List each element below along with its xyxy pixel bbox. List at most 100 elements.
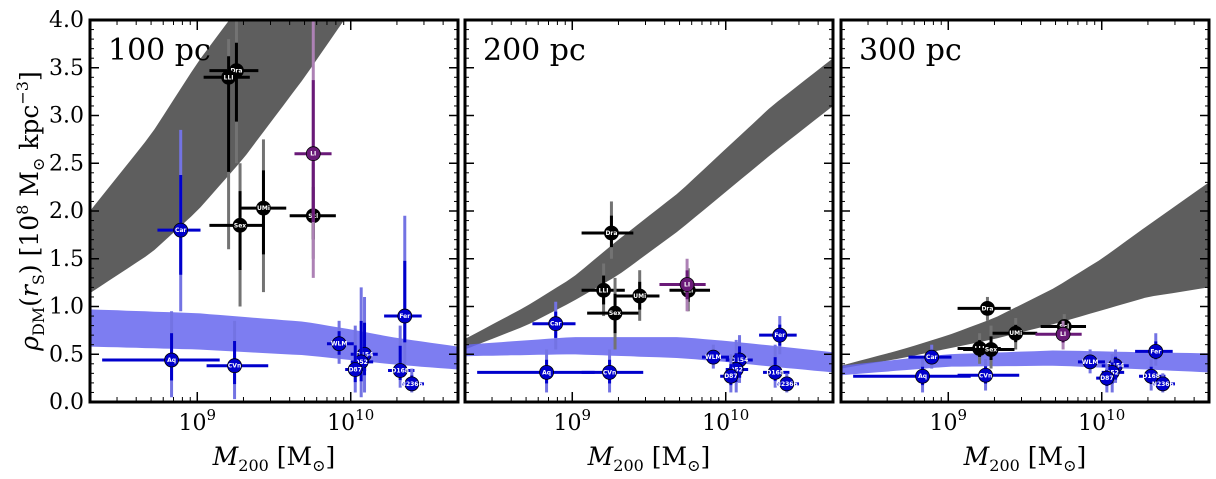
point-n2366: N2366 xyxy=(1152,373,1175,393)
point-li-marker xyxy=(679,277,695,292)
point-umi-marker xyxy=(632,288,648,304)
point-n2366-label: N2366 xyxy=(776,381,798,388)
point-car-label: Car xyxy=(175,227,186,234)
point-wlm-label: WLM xyxy=(1082,359,1098,366)
point-sex-label: Sex xyxy=(234,222,246,229)
x-axis-label: M200 [M⊙] xyxy=(212,442,336,475)
y-tick-label: 1.5 xyxy=(49,247,84,272)
point-d168-label: D168 xyxy=(391,367,409,374)
point-lli-label: LLI xyxy=(224,74,234,81)
point-car-marker xyxy=(173,222,189,238)
point-dra-label: Dra xyxy=(981,305,993,312)
point-d168-label: D168 xyxy=(1142,373,1160,380)
point-n2366-marker xyxy=(404,376,420,392)
y-tick-label: 3.0 xyxy=(49,104,84,129)
point-aq-label: Aq xyxy=(542,369,551,376)
point-d154-label: D154 xyxy=(356,351,374,358)
point-lli: LLI xyxy=(203,39,250,250)
point-dra-marker xyxy=(604,225,619,241)
point-n2366: N2366 xyxy=(401,368,424,393)
point-li-label: LI xyxy=(684,282,690,289)
point-wlm: WLM xyxy=(326,320,354,364)
point-cvn-label: CVn xyxy=(228,363,241,370)
y-tick-label: 1.0 xyxy=(49,295,84,320)
point-d87-marker xyxy=(1099,370,1115,386)
point-car-marker xyxy=(548,316,564,332)
point-wlm-marker xyxy=(1082,354,1098,370)
point-dra-label: Dra xyxy=(605,230,617,237)
point-li-label: LI xyxy=(1060,331,1066,338)
point-d168-label: D168 xyxy=(766,369,784,376)
point-d168-marker xyxy=(392,363,408,378)
point-aq-label: Aq xyxy=(918,373,927,380)
point-lli-label: LLI xyxy=(599,287,609,294)
point-dra-label: Dra xyxy=(230,68,242,75)
point-d52-label: D52 xyxy=(355,359,368,366)
point-dra-marker xyxy=(980,301,995,316)
point-fer-label: Fer xyxy=(774,332,785,339)
point-li: LI xyxy=(294,20,332,278)
y-tick-label: 3.5 xyxy=(49,56,84,81)
plot-area: DraLLIUMiSexSclLICarAqCVnWLMD154D52D87Fe… xyxy=(90,20,458,400)
plot-area: DraLLIUMiSexSclLICarAqCVnWLMD154D52D87Fe… xyxy=(465,58,833,393)
point-dra: Dra xyxy=(957,296,1011,321)
point-fer: Fer xyxy=(384,215,422,364)
point-car-label: Car xyxy=(926,354,937,361)
x-axis-label: M200 [M⊙] xyxy=(963,442,1087,475)
point-aq-marker xyxy=(164,352,179,368)
point-wlm-label: WLM xyxy=(331,341,347,348)
point-d87-label: D87 xyxy=(1100,375,1113,382)
point-dra: Dra xyxy=(581,201,634,259)
point-cvn-label: CVn xyxy=(979,372,992,379)
point-umi-marker xyxy=(1008,325,1024,341)
point-sex: Sex xyxy=(963,325,1015,369)
point-li-marker xyxy=(305,146,321,162)
y-axis-label: ρDM(rS) [108 M⊙ kpc−3] xyxy=(13,71,48,351)
point-sex-label: Sex xyxy=(609,310,621,317)
point-li: LI xyxy=(659,258,706,312)
point-d168: D168 xyxy=(763,344,790,388)
point-sex-marker xyxy=(607,305,623,321)
point-lli-marker xyxy=(596,282,611,298)
point-n2366-marker xyxy=(1155,376,1171,392)
panel-300pc: DraUMiLLISexSclLICarAqCVnWLMD154D52D87Fe… xyxy=(839,18,1211,475)
point-fer-marker xyxy=(397,308,413,324)
point-d87: D87 xyxy=(720,354,742,393)
panel-100pc: DraLLIUMiSexSclLICarAqCVnWLMD154D52D87Fe… xyxy=(49,8,460,475)
y-tick-label: 2.5 xyxy=(49,151,84,176)
point-umi: UMi xyxy=(615,270,660,321)
point-wlm: WLM xyxy=(1077,349,1105,374)
point-d168: D168 xyxy=(388,325,415,388)
point-fer-marker xyxy=(1148,343,1164,359)
point-wlm: WLM xyxy=(701,344,729,369)
point-car: Car xyxy=(532,301,576,350)
x-axis-label: M200 [M⊙] xyxy=(587,442,711,475)
point-n2366-marker xyxy=(779,376,795,392)
point-d87-label: D87 xyxy=(724,373,737,380)
gray-band xyxy=(465,58,833,350)
point-sex: Sex xyxy=(209,163,264,307)
point-aq-label: Aq xyxy=(167,357,176,364)
point-sex: Sex xyxy=(587,277,639,350)
x-tick-label: 1010 xyxy=(702,406,749,436)
point-aq: Aq xyxy=(477,349,595,393)
point-sex-marker xyxy=(983,342,999,357)
point-sex-marker xyxy=(232,217,248,233)
point-cvn-marker xyxy=(978,367,993,383)
point-n2366-label: N2366 xyxy=(401,381,423,388)
point-d87-marker xyxy=(347,362,363,377)
point-wlm-label: WLM xyxy=(705,354,721,361)
point-umi-label: UMi xyxy=(1009,330,1022,337)
point-car: Car xyxy=(157,129,201,312)
y-tick-label: 2.0 xyxy=(49,199,84,224)
point-d168: D168 xyxy=(1139,359,1166,391)
point-fer: Fer xyxy=(1135,333,1173,366)
point-fer-marker xyxy=(772,327,788,343)
panel-title: 100 pc xyxy=(108,33,211,68)
plot-area: DraUMiLLISexSclLICarAqCVnWLMD154D52D87Fe… xyxy=(841,182,1209,393)
point-umi: UMi xyxy=(240,139,287,293)
panel-title: 300 pc xyxy=(859,33,962,68)
x-tick-label: 1010 xyxy=(1078,406,1125,436)
point-cvn: CVn xyxy=(581,349,644,393)
